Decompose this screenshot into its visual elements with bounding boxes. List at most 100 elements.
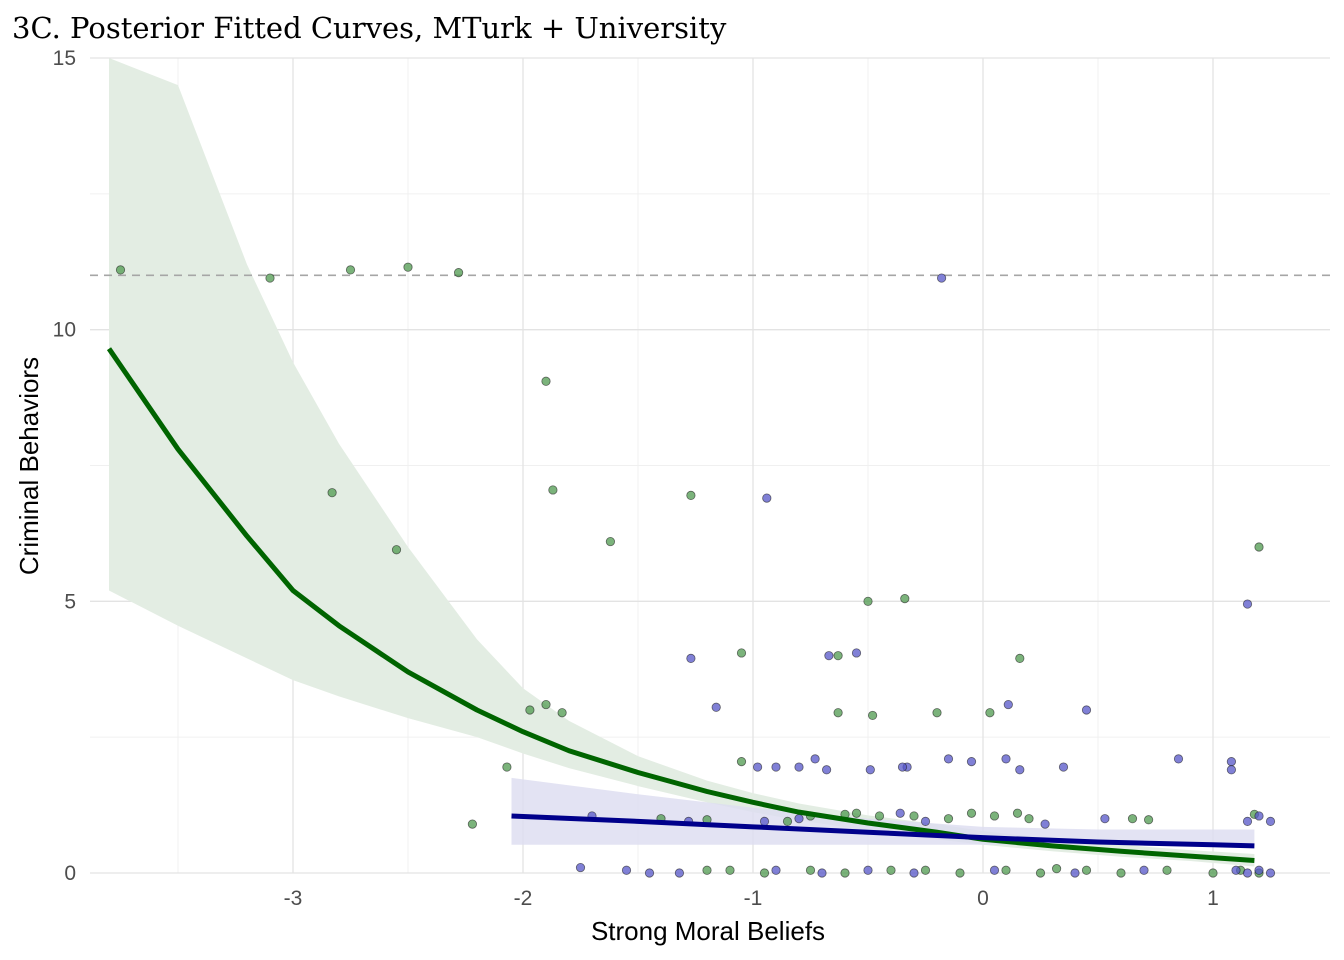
x-tick-label: -3 — [284, 887, 303, 910]
green-data-point — [989, 811, 1000, 821]
green-data-point — [736, 648, 747, 658]
green-data-point — [833, 651, 843, 661]
green-data-point — [1001, 865, 1011, 875]
blue-data-point — [759, 816, 770, 826]
green-data-point — [502, 762, 512, 772]
x-tick-label: 0 — [977, 887, 989, 910]
blue-data-point — [771, 865, 781, 875]
blue-data-point — [1226, 757, 1237, 767]
credible-bands — [109, 58, 1255, 867]
blue-data-point — [1173, 754, 1184, 764]
x-tick-label: -2 — [514, 887, 533, 910]
y-tick-label: 5 — [64, 590, 76, 613]
blue-data-point — [794, 814, 804, 824]
green-data-point — [985, 708, 995, 718]
blue-data-point — [762, 493, 772, 503]
green-data-point — [403, 262, 413, 272]
blue-data-point — [1231, 865, 1241, 875]
green-data-point — [1052, 864, 1062, 874]
green-data-point — [548, 485, 558, 495]
blue-data-point — [644, 868, 655, 878]
blue-data-point — [943, 754, 954, 764]
green-data-point — [966, 808, 977, 818]
blue-data-point — [1139, 865, 1149, 875]
blue-data-point — [1265, 868, 1276, 878]
green-data-point — [932, 708, 942, 718]
blue-data-point — [909, 868, 919, 878]
blue-data-point — [1254, 865, 1264, 875]
y-tick-label: 10 — [53, 319, 76, 342]
green-data-point — [833, 708, 843, 718]
blue-data-point — [1058, 762, 1069, 772]
green-data-point — [1012, 808, 1023, 818]
blue-data-point — [794, 762, 804, 772]
fitted-curves — [106, 347, 1255, 863]
green-data-point — [605, 536, 616, 547]
green-data-point — [467, 819, 477, 829]
chart-title: 3C. Posterior Fitted Curves, MTurk + Uni… — [12, 11, 727, 45]
blue-data-point — [821, 765, 832, 775]
x-axis-ticks: -3 -2 -1 0 1 — [284, 887, 1219, 910]
blue-data-point — [752, 762, 763, 772]
blue-data-point — [863, 865, 873, 875]
blue-data-point — [1040, 819, 1050, 829]
green-data-point — [874, 811, 885, 821]
blue-data-point — [897, 762, 908, 772]
green-data-point — [943, 814, 954, 824]
data-points — [115, 262, 1276, 878]
green-data-point — [345, 265, 356, 275]
blue-data-point — [1265, 816, 1276, 826]
green-data-point — [686, 490, 696, 500]
green-data-point — [805, 865, 816, 875]
green-data-point — [1254, 542, 1264, 552]
x-tick-label: -1 — [744, 887, 763, 910]
blue-data-point — [1242, 599, 1253, 609]
blue-data-point — [686, 653, 696, 663]
green-data-point — [557, 708, 567, 718]
green-data-point — [863, 596, 873, 606]
green-data-point — [851, 808, 862, 818]
green-data-point — [1162, 865, 1172, 875]
green-data-point — [265, 273, 275, 283]
blue-data-point — [1254, 811, 1264, 821]
green-data-point — [1208, 868, 1218, 878]
x-axis-label: Strong Moral Beliefs — [591, 916, 825, 946]
y-tick-label: 0 — [64, 862, 76, 885]
green-data-point — [736, 757, 747, 767]
blue-data-point — [1003, 699, 1013, 710]
blue-data-point — [1015, 765, 1025, 775]
blue-data-point — [1226, 765, 1237, 775]
blue-data-point — [966, 757, 977, 767]
blue-data-point — [817, 868, 827, 878]
green-data-point — [391, 545, 402, 555]
green-data-point — [840, 868, 850, 878]
green-data-point — [327, 488, 337, 498]
blue-fitted-curve — [511, 813, 1255, 849]
green-data-point — [1144, 815, 1154, 825]
blue-credible-band — [511, 777, 1255, 845]
green-data-point — [1116, 868, 1126, 878]
blue-data-point — [824, 651, 834, 661]
green-data-point — [1035, 868, 1046, 878]
green-data-point — [955, 868, 965, 878]
green-data-point — [759, 868, 770, 878]
blue-data-point — [674, 868, 685, 878]
green-fitted-curve — [106, 347, 1255, 863]
blue-data-point — [989, 865, 1000, 875]
green-data-point — [1127, 814, 1138, 824]
green-data-point — [702, 865, 712, 875]
blue-data-point — [575, 862, 586, 873]
blue-data-point — [810, 754, 820, 764]
green-data-point — [867, 710, 878, 721]
blue-data-point — [1081, 705, 1092, 715]
blue-data-point — [936, 273, 947, 283]
blue-data-point — [771, 762, 781, 772]
blue-data-point — [621, 865, 632, 875]
green-data-point — [909, 811, 919, 821]
green-data-point — [886, 865, 896, 875]
green-data-point — [782, 816, 793, 826]
green-data-point — [1024, 814, 1034, 824]
green-data-point — [920, 865, 931, 875]
green-data-point — [1015, 653, 1025, 663]
